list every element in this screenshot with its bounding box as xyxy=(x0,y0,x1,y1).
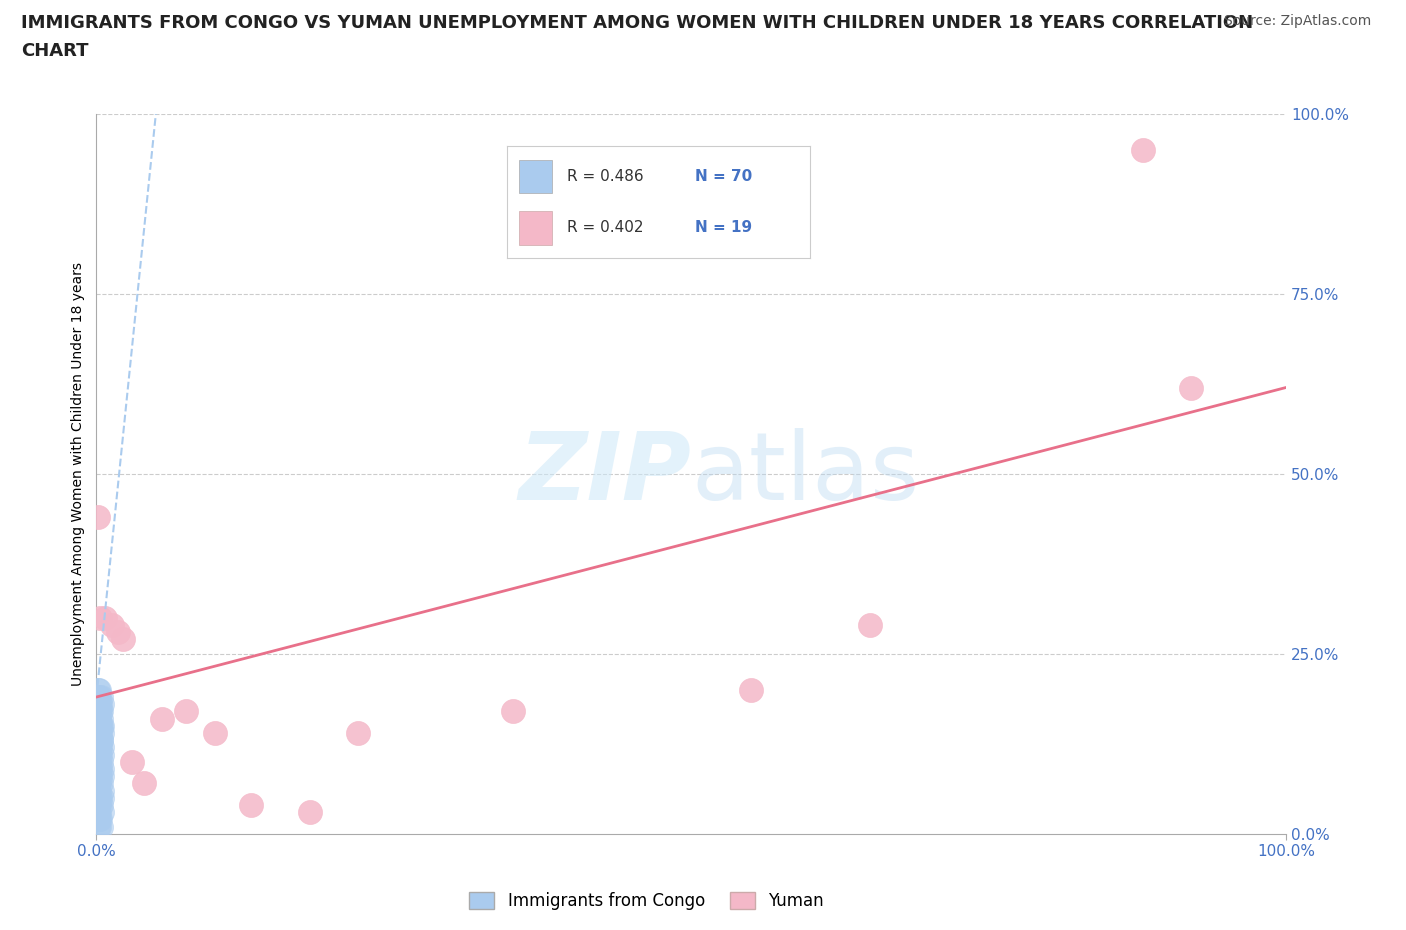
Point xyxy=(86,747,108,762)
Point xyxy=(91,697,114,711)
Point xyxy=(87,754,110,769)
Point xyxy=(89,725,111,740)
Point xyxy=(90,819,112,834)
Text: atlas: atlas xyxy=(692,428,920,520)
Point xyxy=(86,740,108,755)
Point xyxy=(101,618,124,632)
Point xyxy=(204,725,226,740)
Point xyxy=(87,819,110,834)
Point xyxy=(87,704,110,719)
Point xyxy=(240,798,263,813)
Point xyxy=(91,769,114,784)
Point xyxy=(86,783,108,798)
Y-axis label: Unemployment Among Women with Children Under 18 years: Unemployment Among Women with Children U… xyxy=(72,262,86,686)
Point xyxy=(90,711,112,726)
Point xyxy=(87,718,110,733)
Point xyxy=(174,704,197,719)
Point xyxy=(87,762,110,777)
Point xyxy=(1180,380,1202,395)
Point xyxy=(91,740,114,755)
Point xyxy=(150,711,173,726)
Point xyxy=(502,704,524,719)
Point xyxy=(91,762,114,777)
Point xyxy=(86,762,108,777)
Point xyxy=(299,804,322,819)
Point xyxy=(87,747,110,762)
Point xyxy=(347,725,370,740)
Point xyxy=(86,754,108,769)
Text: Source: ZipAtlas.com: Source: ZipAtlas.com xyxy=(1223,14,1371,28)
Point xyxy=(86,704,108,719)
Point xyxy=(89,697,111,711)
Point xyxy=(87,804,110,819)
Point xyxy=(740,683,762,698)
Point xyxy=(90,798,112,813)
Point xyxy=(90,718,112,733)
Point xyxy=(91,725,114,740)
Point xyxy=(90,689,112,704)
Point xyxy=(121,754,143,769)
Point xyxy=(86,711,108,726)
Point xyxy=(91,783,114,798)
Point xyxy=(89,610,111,625)
Point xyxy=(132,776,155,790)
Point xyxy=(89,762,111,777)
Point xyxy=(86,819,108,834)
Point xyxy=(107,625,129,640)
Point xyxy=(86,798,108,813)
Point xyxy=(86,718,108,733)
Point xyxy=(90,704,112,719)
Point xyxy=(90,733,112,748)
Point xyxy=(86,776,108,790)
Point xyxy=(858,618,880,632)
Point xyxy=(89,718,111,733)
Point xyxy=(87,769,110,784)
Point xyxy=(86,790,108,805)
Point xyxy=(87,776,110,790)
Point xyxy=(1132,142,1154,157)
Point xyxy=(86,804,108,819)
Point xyxy=(87,683,110,698)
Point xyxy=(89,740,111,755)
Point xyxy=(91,718,114,733)
Point xyxy=(86,725,108,740)
Point xyxy=(86,812,108,827)
Point xyxy=(86,510,108,525)
Point xyxy=(87,783,110,798)
Text: IMMIGRANTS FROM CONGO VS YUMAN UNEMPLOYMENT AMONG WOMEN WITH CHILDREN UNDER 18 Y: IMMIGRANTS FROM CONGO VS YUMAN UNEMPLOYM… xyxy=(21,14,1253,32)
Point xyxy=(91,790,114,805)
Point xyxy=(90,754,112,769)
Legend: Immigrants from Congo, Yuman: Immigrants from Congo, Yuman xyxy=(463,885,831,917)
Point xyxy=(87,798,110,813)
Point xyxy=(91,804,114,819)
Point xyxy=(86,697,108,711)
Point xyxy=(86,683,108,698)
Point xyxy=(89,769,111,784)
Text: ZIP: ZIP xyxy=(519,428,692,520)
Point xyxy=(87,790,110,805)
Point xyxy=(87,740,110,755)
Point xyxy=(89,790,111,805)
Point xyxy=(87,733,110,748)
Point xyxy=(90,776,112,790)
Point xyxy=(87,711,110,726)
Point xyxy=(89,747,111,762)
Point xyxy=(89,704,111,719)
Point xyxy=(89,812,111,827)
Point xyxy=(87,812,110,827)
Point xyxy=(86,769,108,784)
Point xyxy=(93,610,115,625)
Point xyxy=(90,733,112,748)
Point xyxy=(86,689,108,704)
Point xyxy=(87,689,110,704)
Point xyxy=(91,747,114,762)
Point xyxy=(111,632,134,647)
Text: CHART: CHART xyxy=(21,42,89,60)
Point xyxy=(87,697,110,711)
Point xyxy=(86,733,108,748)
Point xyxy=(87,725,110,740)
